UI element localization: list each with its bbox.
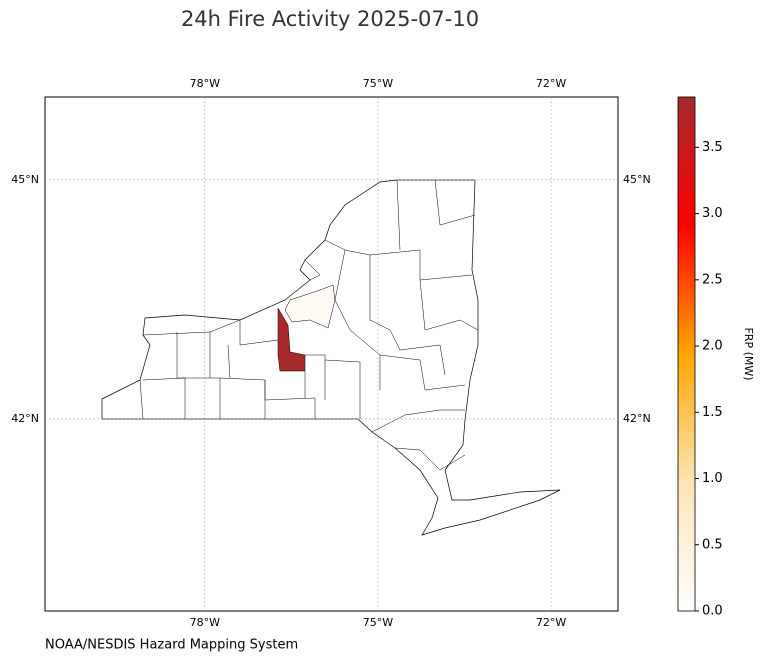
lon-tick-label-bottom: 72°W bbox=[536, 616, 566, 629]
lon-tick-label-top: 78°W bbox=[190, 77, 220, 90]
fire-county bbox=[277, 307, 306, 372]
lon-tick-label-bottom: 78°W bbox=[190, 616, 220, 629]
map bbox=[45, 97, 618, 611]
lat-tick-label-left: 42°N bbox=[11, 412, 39, 425]
source-note: NOAA/NESDIS Hazard Mapping System bbox=[45, 638, 298, 653]
county-lines bbox=[101, 179, 479, 471]
colorbar-tick-label: 2.5 bbox=[702, 272, 723, 287]
lon-tick-label-bottom: 75°W bbox=[363, 616, 393, 629]
lon-tick-label-top: 75°W bbox=[363, 77, 393, 90]
colorbar-tick-label: 0.5 bbox=[702, 537, 723, 552]
colorbar-tick-label: 0.0 bbox=[702, 604, 723, 619]
title: 24h Fire Activity 2025-07-10 bbox=[181, 7, 479, 31]
colorbar-label: FRP (MW) bbox=[742, 327, 755, 380]
colorbar-tick-label: 3.0 bbox=[702, 206, 723, 221]
lat-tick-label-right: 42°N bbox=[623, 412, 651, 425]
lat-tick-label-right: 45°N bbox=[623, 173, 651, 186]
colorbar bbox=[677, 96, 696, 612]
state-outline bbox=[101, 179, 561, 536]
fire-county bbox=[284, 284, 336, 329]
map-frame bbox=[44, 96, 619, 612]
lat-tick-label-left: 45°N bbox=[11, 173, 39, 186]
colorbar-tick-label: 3.5 bbox=[702, 140, 723, 155]
colorbar-tick-label: 1.0 bbox=[702, 471, 723, 486]
lon-tick-label-top: 72°W bbox=[536, 77, 566, 90]
colorbar-tick-label: 1.5 bbox=[702, 405, 723, 420]
colorbar-tick-label: 2.0 bbox=[702, 339, 723, 354]
